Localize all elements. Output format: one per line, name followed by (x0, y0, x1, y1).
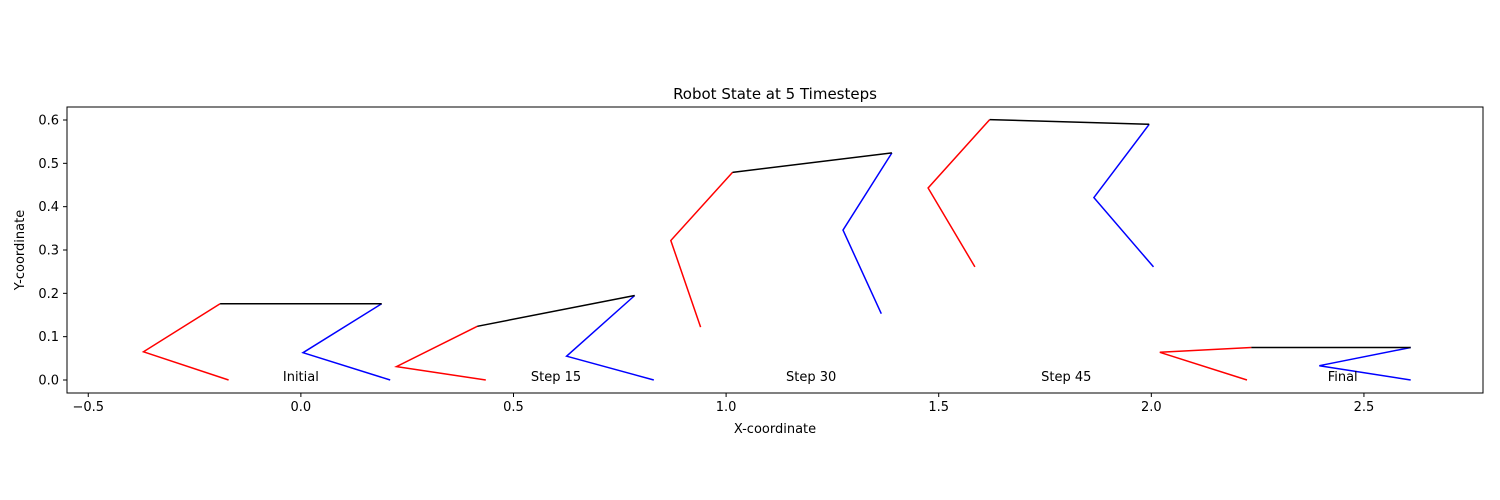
y-tick-label: 0.6 (38, 114, 59, 129)
timestep-label: Step 15 (531, 370, 581, 385)
body-line (989, 118, 1150, 126)
left-leg-line (394, 325, 486, 381)
timestep-label: Final (1328, 370, 1358, 385)
timestep-label: Step 30 (786, 370, 836, 385)
timestep-label: Initial (283, 370, 319, 385)
x-tick-label: 0.5 (503, 400, 524, 415)
y-tick-label: 0.3 (38, 244, 59, 259)
right-leg-line (301, 303, 391, 381)
robot-3: Step 30 (669, 152, 893, 385)
x-axis: −0.5 0.0 0.5 1.0 1.5 2.0 2.5 (72, 393, 1374, 415)
robot-4: Step 45 (927, 118, 1155, 385)
left-leg-line (669, 171, 734, 328)
timestep-label: Step 45 (1041, 370, 1091, 385)
x-tick-label: 1.0 (716, 400, 737, 415)
y-tick-label: 0.2 (38, 287, 59, 302)
x-tick-label: 1.5 (928, 400, 949, 415)
right-leg-line (1319, 346, 1411, 381)
body-line (732, 152, 892, 174)
y-tick-label: 0.5 (38, 157, 59, 172)
x-tick-label: 2.0 (1141, 400, 1162, 415)
y-tick-label: 0.0 (38, 374, 59, 389)
plot-area: Initial Step 15 Step 30 Step 45 Final (141, 118, 1411, 385)
chart-title: Robot State at 5 Timesteps (673, 85, 877, 103)
right-leg-line (1092, 123, 1155, 268)
body-line (477, 294, 635, 328)
y-tick-label: 0.1 (38, 330, 59, 345)
plot-frame (66, 106, 1484, 394)
y-tick-label: 0.4 (38, 200, 59, 215)
x-axis-label: X-coordinate (734, 422, 816, 437)
x-tick-label: −0.5 (72, 400, 104, 415)
x-tick-label: 2.5 (1354, 400, 1375, 415)
robot-5: Final (1159, 346, 1411, 385)
left-leg-line (141, 303, 229, 381)
y-axis: 0.0 0.1 0.2 0.3 0.4 0.5 0.6 (38, 114, 67, 389)
right-leg-line (842, 152, 893, 315)
x-tick-label: 0.0 (291, 400, 312, 415)
left-leg-line (927, 119, 991, 268)
robot-2: Step 15 (394, 294, 654, 385)
robot-1: Initial (141, 302, 391, 385)
y-axis-label: Y-coordinate (13, 210, 28, 291)
right-leg-line (565, 294, 654, 381)
left-leg-line (1159, 346, 1252, 381)
